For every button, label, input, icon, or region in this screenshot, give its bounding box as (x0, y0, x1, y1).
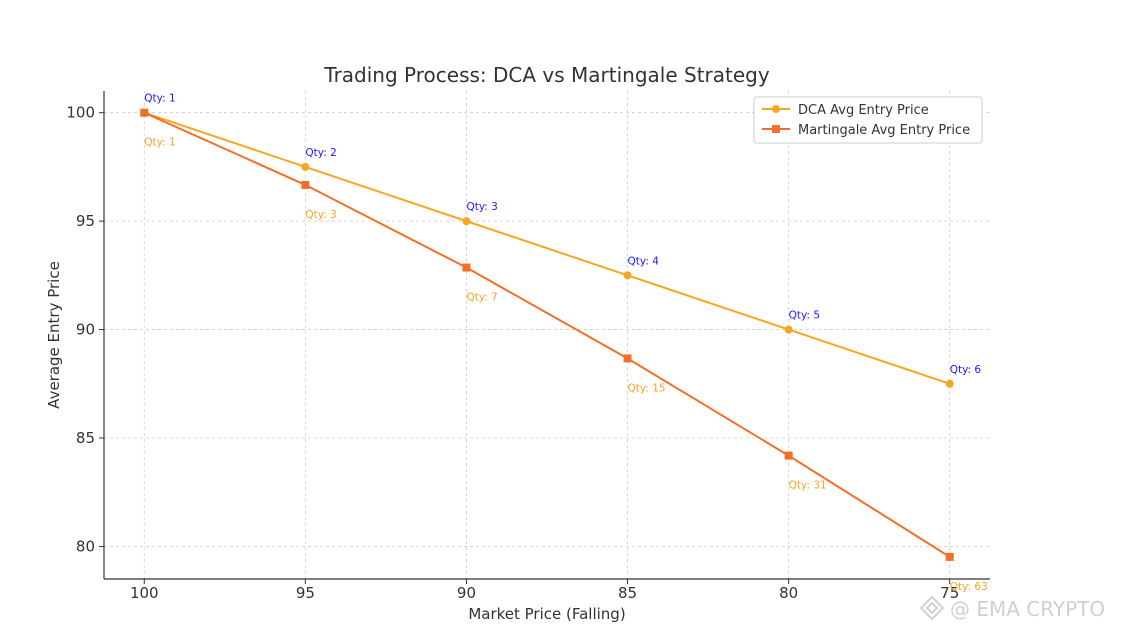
data-point (301, 180, 310, 189)
x-tick-label: 95 (296, 584, 315, 602)
watermark-text: @ EMA CRYPTO (950, 597, 1105, 621)
x-tick-label: 80 (779, 584, 798, 602)
legend-marker (772, 125, 780, 133)
grid (104, 91, 990, 579)
chart-title: Trading Process: DCA vs Martingale Strat… (323, 63, 770, 87)
annotations: Qty: 1 Qty: 2 Qty: 3 Qty: 4 Qty: 5 Qty: 6 Qty:… (144, 93, 988, 593)
x-tick-label: 100 (130, 584, 159, 602)
x-tick-label: 90 (457, 584, 476, 602)
y-tick-label: 100 (66, 104, 95, 122)
qty-annotation: Qty: 1 (144, 93, 175, 105)
x-tick-label: 85 (618, 584, 637, 602)
x-tick-label: 75 (940, 584, 959, 602)
data-point (462, 217, 471, 226)
qty-annotation: Qty: 7 (466, 292, 497, 304)
qty-annotation: Qty: 5 (789, 310, 820, 322)
y-axis-label: Average Entry Price (45, 261, 63, 409)
data-point (140, 108, 149, 117)
legend-box (753, 96, 983, 144)
watermark: @ EMA CRYPTO (919, 595, 1105, 621)
y-tick-label: 90 (76, 321, 95, 339)
y-tick-label: 95 (76, 212, 95, 230)
data-point (301, 162, 310, 171)
qty-annotation: Qty: 31 (789, 480, 827, 492)
qty-annotation: Qty: 63 (950, 581, 988, 593)
data-point (945, 379, 954, 388)
series-line (143, 111, 951, 385)
legend-marker (772, 105, 780, 113)
qty-annotation: Qty: 4 (628, 255, 660, 267)
diamond-logo-icon (919, 595, 945, 621)
qty-annotation: Qty: 15 (628, 382, 666, 394)
legend-label: DCA Avg Entry Price (798, 103, 929, 118)
qty-annotation: Qty: 1 (144, 137, 175, 149)
series-layer (140, 108, 954, 561)
y-ticks: 80 85 90 95 100 (66, 104, 104, 555)
x-ticks: 100 95 90 85 80 75 (130, 579, 959, 602)
data-point (462, 263, 471, 272)
series-dca (140, 108, 954, 388)
data-point (784, 451, 793, 460)
qty-annotation: Qty: 3 (305, 209, 336, 221)
qty-annotation: Qty: 6 (950, 364, 982, 376)
series-line (143, 111, 951, 558)
y-tick-label: 85 (76, 429, 95, 447)
legend: DCA Avg Entry Price Martingale Avg Entry … (753, 96, 983, 144)
y-tick-label: 80 (76, 537, 95, 555)
series-martingale (140, 108, 954, 561)
data-point (784, 325, 793, 334)
qty-annotation: Qty: 2 (305, 147, 336, 159)
data-point (623, 271, 632, 280)
data-point (623, 354, 632, 363)
qty-annotation: Qty: 3 (466, 201, 497, 213)
data-point (945, 552, 954, 561)
x-axis-label: Market Price (Falling) (468, 605, 625, 623)
legend-label: Martingale Avg Entry Price (798, 123, 970, 138)
